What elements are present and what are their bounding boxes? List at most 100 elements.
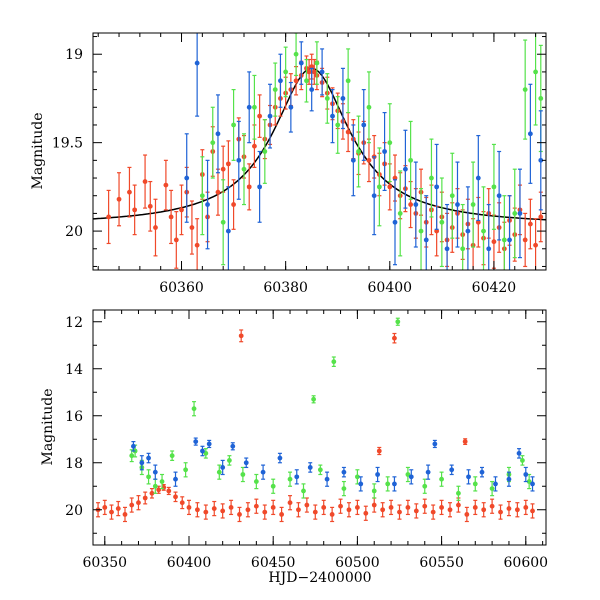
data-point-blue	[530, 476, 535, 492]
data-point-red	[489, 498, 495, 514]
data-point-red	[225, 140, 231, 188]
data-point-green	[385, 476, 391, 492]
bottom-panel-frame	[92, 309, 547, 546]
data-point-green	[270, 478, 276, 494]
data-point-red	[156, 485, 162, 494]
data-point-red	[102, 499, 108, 516]
data-point-red	[439, 499, 444, 516]
data-point-blue	[246, 71, 252, 144]
data-point-blue	[319, 48, 325, 96]
data-point-green	[241, 133, 247, 206]
data-point-blue	[479, 466, 485, 478]
x-tick-label: 60380	[263, 280, 308, 296]
data-point-red	[231, 179, 236, 230]
data-point-red	[122, 506, 128, 523]
x-tick-label: 60420	[472, 280, 517, 296]
data-point-green	[395, 317, 401, 326]
data-point-red	[312, 504, 318, 520]
data-point-green	[491, 143, 497, 230]
data-point-red	[430, 504, 436, 520]
data-point-green	[397, 170, 403, 257]
data-point-green	[252, 74, 257, 140]
data-point-green	[253, 473, 259, 490]
data-point-red	[173, 211, 179, 269]
data-point-blue	[194, 33, 200, 117]
data-point-red	[245, 502, 251, 518]
data-point-green	[460, 203, 466, 270]
data-point-red	[228, 499, 234, 516]
data-point-blue	[466, 469, 471, 485]
data-point-green	[520, 455, 525, 466]
data-point-red	[287, 495, 293, 511]
data-point-blue	[146, 452, 151, 464]
data-point-green	[526, 473, 532, 490]
data-point-green	[405, 466, 411, 483]
data-point-green	[387, 103, 393, 183]
data-point-red	[189, 200, 195, 255]
data-point-blue	[206, 439, 212, 449]
data-point-green	[470, 161, 476, 248]
data-point-green	[408, 120, 414, 200]
data-point-blue	[309, 67, 315, 112]
y-tick-label: 12	[65, 315, 83, 331]
data-point-red	[136, 495, 141, 511]
data-point-red	[388, 499, 394, 516]
data-point-red	[132, 184, 138, 236]
data-point-red	[523, 499, 529, 516]
x-tick-label: 60450	[251, 555, 296, 571]
data-point-red	[129, 497, 135, 513]
data-point-blue	[506, 471, 512, 487]
data-point-green	[216, 464, 222, 480]
data-point-red	[115, 500, 121, 517]
data-point-green	[472, 476, 478, 492]
data-point-red	[194, 218, 200, 270]
data-point-red	[147, 180, 153, 232]
data-point-green	[146, 469, 151, 485]
data-point-red	[514, 502, 520, 518]
data-point-green	[522, 39, 528, 140]
data-point-blue	[475, 134, 481, 222]
x-tick-label: 60500	[335, 555, 380, 571]
top-plot-area	[93, 33, 546, 270]
data-point-green	[317, 464, 323, 476]
data-point-blue	[257, 150, 263, 223]
data-point-blue	[288, 81, 294, 133]
data-point-red	[481, 502, 487, 518]
data-point-blue	[260, 464, 266, 480]
data-point-red	[447, 502, 453, 518]
data-point-red	[422, 498, 428, 514]
data-point-green	[203, 448, 209, 459]
data-point-red	[354, 499, 360, 516]
data-point-green	[371, 483, 377, 499]
data-point-blue	[139, 455, 145, 471]
y-tick-label: 14	[65, 362, 83, 378]
data-point-blue	[298, 41, 304, 85]
data-point-red	[149, 488, 155, 499]
data-point-blue	[527, 83, 533, 184]
data-point-green	[240, 466, 246, 483]
data-point-blue	[486, 203, 492, 270]
data-point-green	[231, 88, 236, 161]
data-point-blue	[413, 161, 419, 248]
data-point-blue	[496, 150, 502, 241]
data-point-green	[456, 485, 461, 501]
data-point-red	[203, 504, 209, 520]
top-panel-frame	[92, 32, 547, 271]
data-point-red	[106, 189, 112, 245]
data-point-blue	[455, 161, 460, 248]
data-point-red	[533, 218, 538, 270]
data-point-blue	[382, 111, 387, 192]
data-point-red	[220, 503, 226, 519]
data-point-blue	[523, 466, 529, 483]
x-tick-label: 60350	[83, 555, 128, 571]
data-point-green	[331, 356, 337, 367]
data-point-green	[314, 41, 320, 85]
data-point-green	[272, 62, 278, 117]
data-point-red	[304, 497, 310, 513]
data-point-blue	[465, 186, 471, 270]
data-point-red	[179, 496, 185, 510]
data-point-red	[413, 503, 419, 519]
data-point-red	[498, 504, 503, 520]
data-point-blue	[392, 476, 397, 492]
